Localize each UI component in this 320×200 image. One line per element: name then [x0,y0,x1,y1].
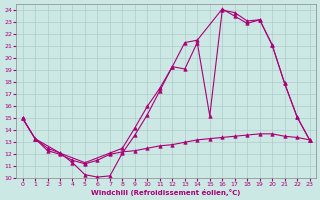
X-axis label: Windchill (Refroidissement éolien,°C): Windchill (Refroidissement éolien,°C) [92,189,241,196]
